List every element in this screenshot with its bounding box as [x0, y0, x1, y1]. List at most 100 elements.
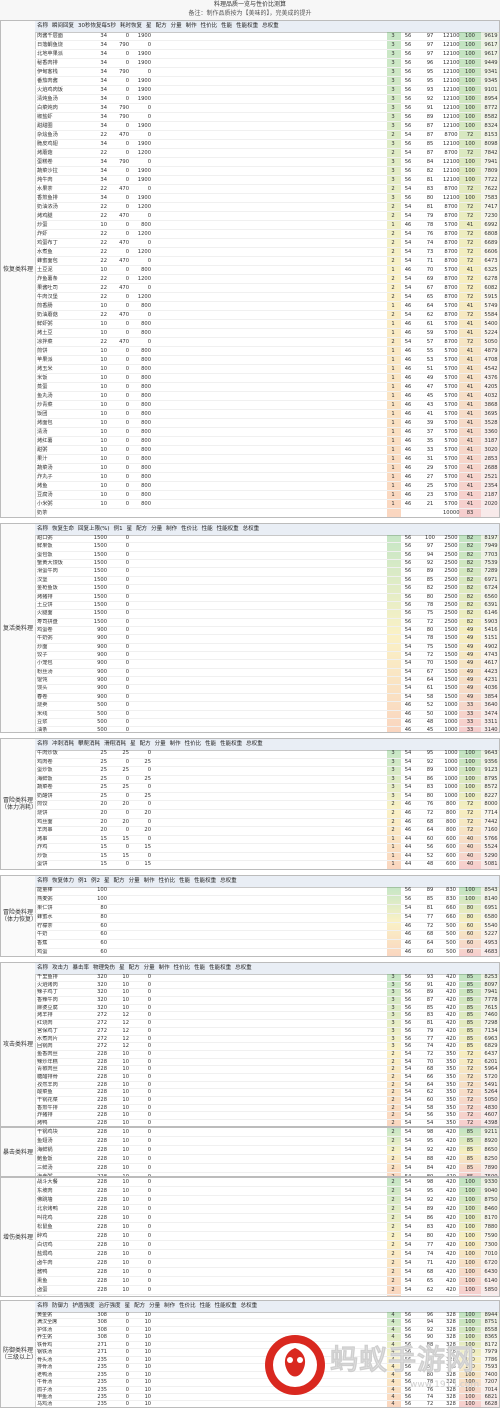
- performance-weight: 100: [465, 1356, 475, 1363]
- table-row: 奶茶 10000 83: [35, 509, 499, 517]
- table-row: 小笼包 900 0 54 70 1500 49 4617: [35, 660, 499, 669]
- value-1: 34: [100, 51, 107, 57]
- total-weight: 3868: [484, 402, 498, 408]
- star-count: 2: [391, 1287, 395, 1293]
- column-header: 总权重: [246, 741, 263, 747]
- column-header: 性能: [199, 1303, 211, 1309]
- column-header: 名称: [37, 1303, 49, 1309]
- table-row: 饺子 900 0 54 72 1500 49 4743: [35, 652, 499, 661]
- performance-weight: 72: [466, 213, 474, 219]
- value-1: 10: [100, 357, 107, 363]
- star-count: 2: [391, 1179, 395, 1185]
- star-count: 3: [391, 114, 395, 120]
- performance-weight: 100: [465, 784, 475, 791]
- dish-name: 秘香肉排: [37, 60, 58, 66]
- dish-name: 麻婆豆腐: [37, 1004, 58, 1011]
- performance-weight: 49: [466, 660, 474, 667]
- table-row: 甜甜圈 34 0 1900 3 56 87 12100 100 8324: [35, 122, 499, 131]
- dish-name: 辣炒年糕: [37, 1058, 58, 1065]
- craft-value: 46: [404, 827, 412, 834]
- price-ratio: 95: [426, 78, 434, 84]
- performance-weight: 72: [466, 1104, 474, 1111]
- performance-weight: 41: [466, 474, 474, 480]
- price-ratio: 80: [426, 1233, 434, 1239]
- value-3: 800: [141, 411, 151, 417]
- value-1: 34: [100, 123, 107, 129]
- value-1: 15: [100, 835, 107, 842]
- value-2: 0: [125, 465, 129, 471]
- value-2: 0: [125, 710, 129, 717]
- performance-weight: 40: [466, 844, 474, 851]
- dish-name: 糖醋排骨: [37, 1073, 58, 1080]
- craft-value: 46: [404, 718, 412, 725]
- value-3: 0: [147, 1066, 151, 1073]
- value-2: 10: [122, 1081, 129, 1088]
- dish-name: 果仁饼: [37, 904, 53, 911]
- price-ratio: 80: [426, 195, 434, 201]
- value-3: 800: [141, 357, 151, 363]
- performance-weight: 100: [465, 1278, 475, 1284]
- column-header: 名称: [37, 965, 49, 971]
- table-row: 炸猪排 228 10 0 2 54 56 350 72 4607: [35, 1112, 499, 1121]
- value-1: 22: [100, 213, 107, 219]
- craft-value: 54: [404, 652, 412, 659]
- performance-weight: 100: [465, 758, 475, 765]
- performance-weight: 41: [466, 438, 474, 444]
- dish-name: 小笼包: [37, 660, 53, 667]
- value-2: 25: [122, 767, 129, 774]
- performance: 5700: [444, 321, 458, 327]
- star-count: 3: [391, 1012, 395, 1019]
- price-ratio: 84: [426, 159, 434, 165]
- value-1: 900: [97, 635, 107, 642]
- value-2: 0: [125, 775, 129, 782]
- performance-weight: 100: [465, 1242, 475, 1248]
- value-1: 228: [97, 1097, 107, 1103]
- value-3: 0: [147, 312, 151, 318]
- price-ratio: 89: [426, 767, 434, 774]
- dish-name: 叫花鸡: [37, 1215, 53, 1221]
- value-3: 0: [147, 989, 151, 996]
- star-count: 2: [391, 1224, 395, 1230]
- craft-value: 56: [404, 610, 412, 617]
- performance-weight: 72: [466, 818, 474, 825]
- performance: 2500: [444, 551, 458, 558]
- performance: 5700: [444, 483, 458, 489]
- price-ratio: 61: [426, 685, 434, 692]
- table-row: 饭团 10 0 800 1 46 41 5700 41 3695: [35, 410, 499, 419]
- dish-name: 海鲜锅: [37, 1147, 53, 1153]
- value-3: 800: [141, 321, 151, 327]
- dish-name: 干锅花菜: [37, 1097, 58, 1103]
- craft-value: 54: [404, 339, 412, 345]
- performance: 8700: [444, 231, 458, 237]
- dish-name: 牛肉炒饭: [37, 750, 58, 756]
- performance-weight: 49: [466, 635, 474, 642]
- price-ratio: 52: [426, 702, 434, 709]
- performance: 420: [446, 1138, 456, 1144]
- value-1: 900: [97, 660, 107, 667]
- dish-name: 伊甸客栈: [37, 69, 58, 75]
- table-row: 鸡丝面 20 20 0 2 46 68 800 72 7442: [35, 819, 499, 828]
- value-3: 15: [144, 844, 151, 851]
- table-row: 佛跳墙 228 10 0 2 54 92 420 100 8750: [35, 1196, 499, 1205]
- value-1: 228: [89, 1295, 107, 1296]
- section-rows: 千里鱼排 320 10 0 3 56 93 420 85 8253 火焰烤肉 320 10 0 3 56 91 4…: [35, 974, 499, 1126]
- price-ratio: 65: [426, 294, 434, 300]
- dish-name: 苹果派: [37, 357, 53, 363]
- performance-weight: 41: [466, 429, 474, 435]
- price-ratio: 83: [426, 1224, 434, 1230]
- performance-weight: 100: [465, 96, 475, 102]
- value-3: 25: [144, 775, 151, 782]
- table-row: 牛奶粥 900 0 54 78 1500 49 5151: [35, 635, 499, 644]
- column-header: 配方: [139, 741, 151, 747]
- value-2: 790: [119, 159, 129, 165]
- value-1: 228: [97, 1156, 107, 1162]
- value-2: 0: [125, 1371, 129, 1378]
- column-header: 性能: [205, 741, 217, 747]
- column-header: 总权重: [240, 1303, 258, 1309]
- total-weight: 9341: [484, 69, 498, 75]
- craft-value: 56: [404, 1027, 412, 1034]
- craft-value: 46: [404, 818, 412, 825]
- craft-value: 54: [404, 758, 412, 765]
- performance-weight: 41: [466, 348, 474, 354]
- performance-weight: 100: [465, 1364, 475, 1371]
